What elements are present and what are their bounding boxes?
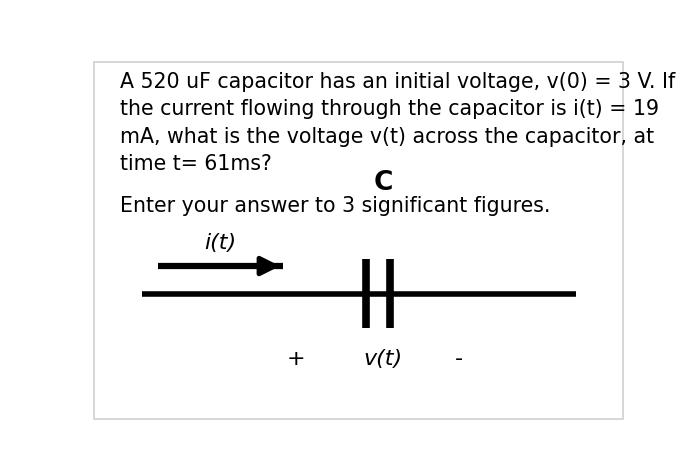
Text: v(t): v(t) bbox=[363, 349, 402, 369]
Text: -: - bbox=[455, 349, 463, 369]
Text: Enter your answer to 3 significant figures.: Enter your answer to 3 significant figur… bbox=[120, 197, 550, 217]
Text: time t= 61ms?: time t= 61ms? bbox=[120, 154, 272, 174]
FancyBboxPatch shape bbox=[94, 61, 624, 419]
Text: C: C bbox=[374, 170, 393, 197]
Text: mA, what is the voltage v(t) across the capacitor, at: mA, what is the voltage v(t) across the … bbox=[120, 127, 655, 147]
Text: the current flowing through the capacitor is i(t) = 19: the current flowing through the capacito… bbox=[120, 99, 659, 119]
Text: +: + bbox=[287, 349, 306, 369]
Text: A 520 uF capacitor has an initial voltage, v(0) = 3 V. If: A 520 uF capacitor has an initial voltag… bbox=[120, 72, 675, 92]
Text: i(t): i(t) bbox=[204, 233, 237, 253]
